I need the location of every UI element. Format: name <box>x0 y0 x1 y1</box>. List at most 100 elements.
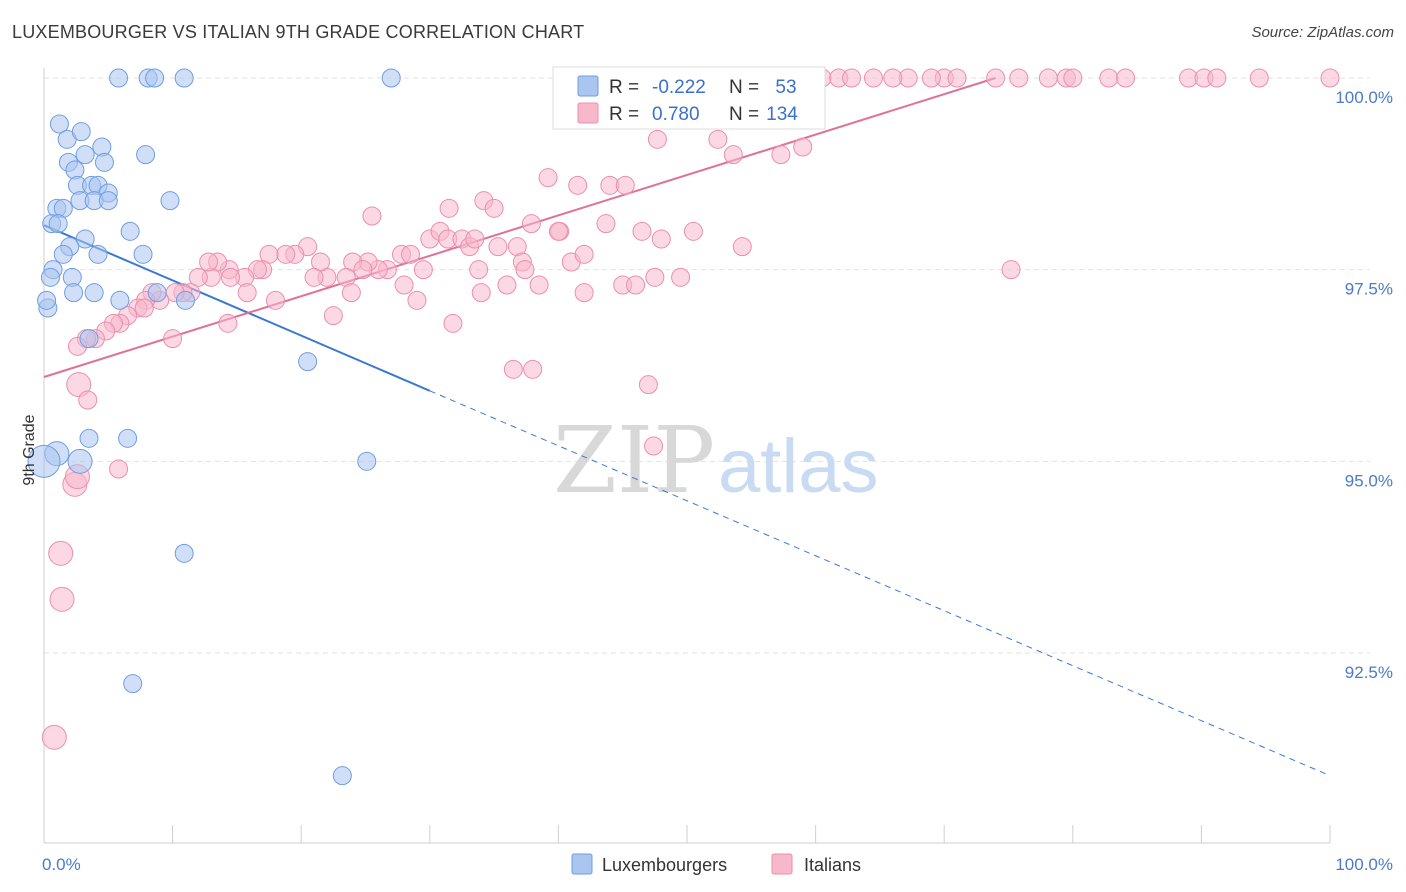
legend-swatch-luxembourgers <box>571 853 593 875</box>
point-luxembourgers-4 <box>381 68 401 88</box>
point-italians-14 <box>1009 68 1029 88</box>
chart-source: Source: ZipAtlas.com <box>1251 24 1394 41</box>
point-italians-42 <box>362 206 382 226</box>
point-italians-100 <box>237 283 257 303</box>
trend-line-luxembourgers <box>43 224 431 392</box>
point-italians-46 <box>632 221 652 241</box>
point-luxembourgers-43 <box>118 428 138 448</box>
point-italians-40 <box>484 198 504 218</box>
point-italians-102 <box>304 267 324 287</box>
legend-label-italians: Italians <box>804 855 861 875</box>
stats-swatch-luxembourgers <box>577 75 599 97</box>
point-italians-23 <box>1249 68 1269 88</box>
y-tick-label-2: 97.5% <box>1345 280 1393 299</box>
point-luxembourgers-51 <box>175 290 195 310</box>
point-italians-106 <box>394 275 414 295</box>
point-italians-111 <box>529 275 549 295</box>
point-italians-72 <box>276 244 296 264</box>
point-luxembourgers-0 <box>109 68 129 88</box>
point-italians-123 <box>109 459 129 479</box>
point-italians-45 <box>596 214 616 234</box>
point-luxembourgers-36 <box>110 290 130 310</box>
point-luxembourgers-46 <box>67 448 93 474</box>
point-italians-119 <box>523 359 543 379</box>
point-italians-122 <box>78 390 98 410</box>
point-italians-43 <box>521 214 541 234</box>
point-italians-47 <box>651 229 671 249</box>
point-luxembourgers-24 <box>48 214 68 234</box>
y-axis-label: 9th Grade <box>21 414 38 485</box>
point-italians-103 <box>323 306 343 326</box>
point-italians-29 <box>921 68 941 88</box>
point-italians-9 <box>863 68 883 88</box>
point-italians-132 <box>465 229 485 249</box>
point-italians-33 <box>793 137 813 157</box>
point-italians-107 <box>407 290 427 310</box>
point-italians-112 <box>574 283 594 303</box>
point-italians-129 <box>644 436 664 456</box>
point-italians-110 <box>497 275 517 295</box>
point-italians-109 <box>471 283 491 303</box>
point-luxembourgers-22 <box>160 191 180 211</box>
point-italians-127 <box>49 586 75 612</box>
point-italians-18 <box>1099 68 1119 88</box>
point-luxembourgers-7 <box>75 145 95 165</box>
stats-n-value-2: 134 <box>766 104 798 125</box>
point-italians-27 <box>842 68 862 88</box>
point-italians-128 <box>41 724 67 750</box>
point-luxembourgers-5 <box>49 114 69 134</box>
point-italians-120 <box>638 375 658 395</box>
stats-r-label-1: R = <box>609 77 639 98</box>
point-luxembourgers-3 <box>174 68 194 88</box>
stats-legend: R = -0.222 N = 53 R = 0.780 N = 134 <box>552 66 826 130</box>
point-luxembourgers-35 <box>64 283 84 303</box>
point-luxembourgers-2 <box>145 68 165 88</box>
point-italians-131 <box>548 221 568 241</box>
trend-lines <box>43 77 1331 777</box>
point-italians-82 <box>188 267 208 287</box>
point-luxembourgers-33 <box>40 267 60 287</box>
point-luxembourgers-34 <box>84 283 104 303</box>
point-italians-101 <box>265 290 285 310</box>
point-luxembourgers-49 <box>123 674 143 694</box>
point-italians-28 <box>883 68 903 88</box>
trend-line-italians <box>43 77 996 378</box>
point-italians-36 <box>568 175 588 195</box>
point-italians-97 <box>134 298 154 318</box>
stats-r-value-1: -0.222 <box>652 77 706 98</box>
point-italians-17 <box>1063 68 1083 88</box>
point-italians-130 <box>515 260 535 280</box>
point-italians-49 <box>1001 260 1021 280</box>
y-tick-label-0: 92.5% <box>1345 663 1393 682</box>
x-tick-label-1: 100.0% <box>1335 855 1393 874</box>
point-italians-48 <box>732 237 752 257</box>
point-luxembourgers-25 <box>120 221 140 241</box>
point-luxembourgers-28 <box>53 244 73 264</box>
stats-swatch-italians <box>577 102 599 124</box>
stats-n-label-1: N = <box>729 77 759 98</box>
point-luxembourgers-20 <box>98 191 118 211</box>
point-luxembourgers-50 <box>332 766 352 786</box>
point-luxembourgers-9 <box>94 152 114 172</box>
point-italians-34 <box>771 145 791 165</box>
point-luxembourgers-30 <box>133 244 153 264</box>
point-italians-104 <box>341 283 361 303</box>
point-italians-41 <box>439 198 459 218</box>
point-luxembourgers-41 <box>298 352 318 372</box>
point-italians-60 <box>574 244 594 264</box>
point-italians-117 <box>683 221 703 241</box>
point-italians-38 <box>615 175 635 195</box>
point-italians-15 <box>1038 68 1058 88</box>
legend-label-luxembourgers: Luxembourgers <box>602 855 727 875</box>
point-italians-126 <box>48 540 74 566</box>
point-italians-118 <box>503 359 523 379</box>
point-italians-99 <box>218 313 238 333</box>
tick-labels: 92.5% 95.0% 97.5% 100.0% 0.0% 100.0% <box>42 88 1393 874</box>
point-luxembourgers-45 <box>27 444 61 478</box>
point-luxembourgers-48 <box>174 543 194 563</box>
watermark: ZIP atlas <box>553 407 879 514</box>
point-italians-22 <box>1207 68 1227 88</box>
point-italians-78 <box>220 267 240 287</box>
data-points <box>27 68 1340 786</box>
